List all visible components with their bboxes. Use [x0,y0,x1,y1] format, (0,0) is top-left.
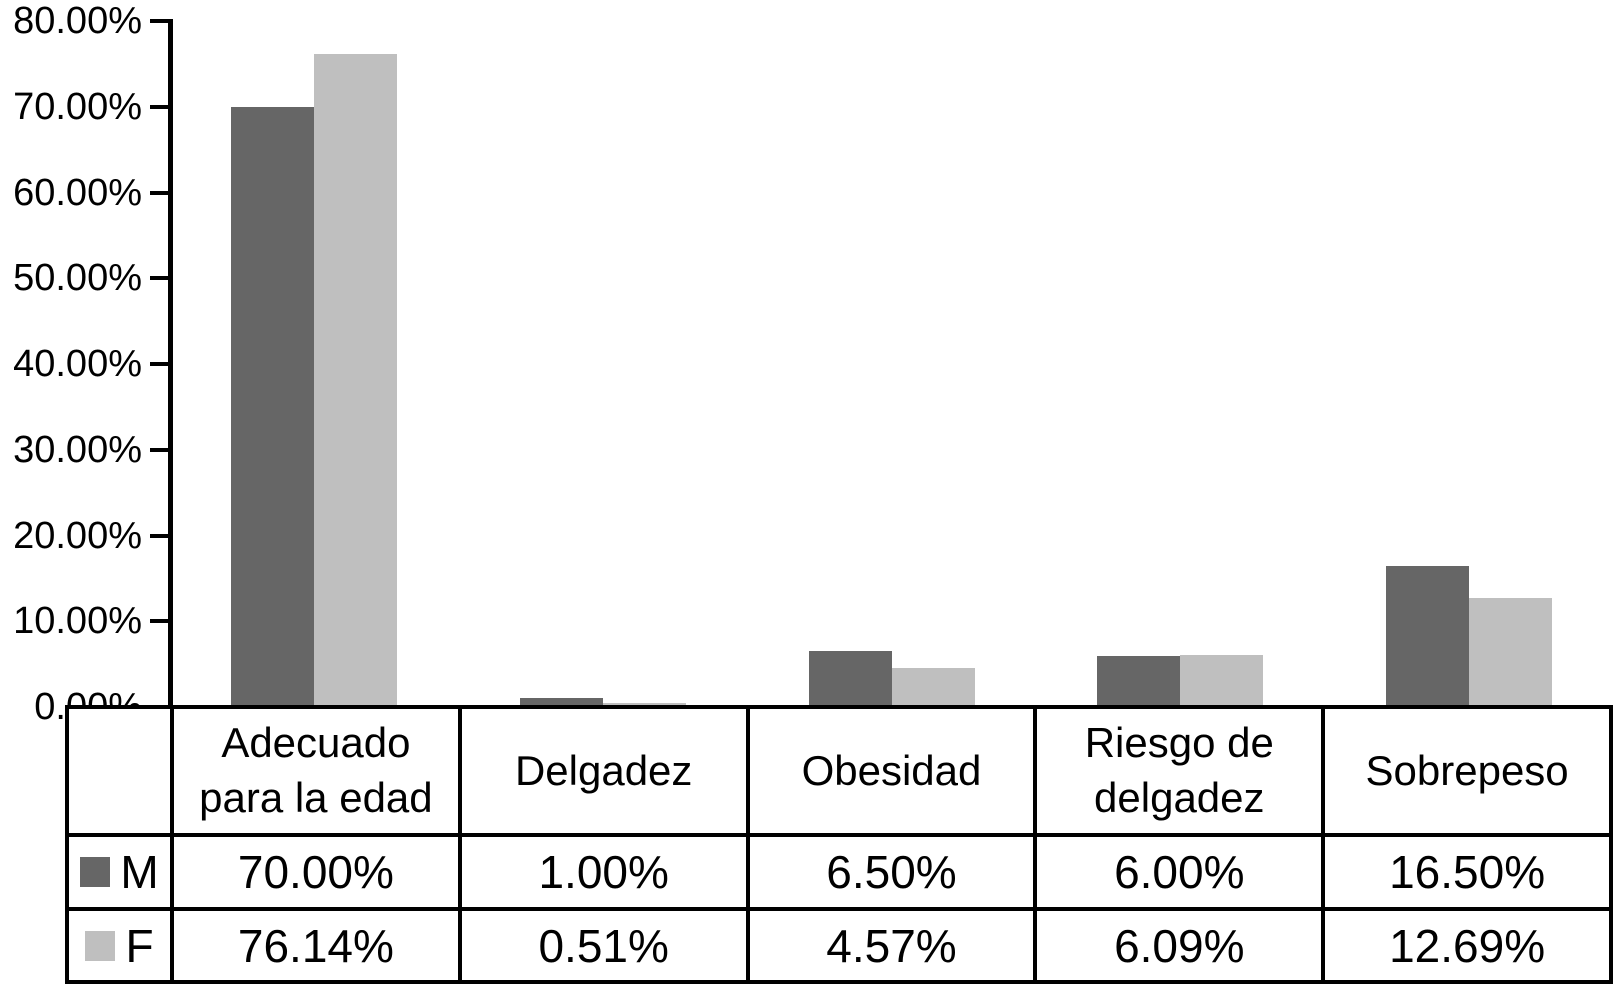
y-tick-label: 60.00% [13,171,142,214]
value-m-sobrepeso: 16.50% [1321,833,1613,911]
y-tick-label: 20.00% [13,514,142,557]
value-f-riesgo-de-delgadez: 6.09% [1033,907,1326,984]
legend-label-m: M [120,846,159,898]
legend-cell-m: M [65,833,174,911]
legend-swatch-m-icon [80,857,111,887]
value-m-delgadez: 1.00% [457,833,750,911]
bar-f-obesidad [892,668,975,707]
value-f-adecuado-para-la-edad: 76.14% [170,907,462,984]
table-corner-spacer [65,705,174,837]
category-label-adecuado-para-la-edad: Adecuado para la edad [170,705,462,837]
category-label-sobrepeso: Sobrepeso [1321,705,1613,837]
bar-f-riesgo-de-delgadez [1180,655,1263,707]
legend-label-f: F [125,919,154,972]
y-axis-line [168,19,173,710]
y-tick-label: 80.00% [13,0,142,42]
y-tick-mark [150,447,169,452]
category-label-riesgo-de-delgadez: Riesgo de delgadez [1033,705,1326,837]
y-tick-mark [150,104,169,109]
y-tick-label: 40.00% [13,343,142,385]
y-tick-label: 30.00% [13,428,142,471]
legend-swatch-f-icon [85,930,116,961]
bar-f-sobrepeso [1469,598,1552,707]
bar-m-sobrepeso [1386,566,1469,707]
data-table: Adecuado para la edad Delgadez Obesidad Rie… [65,705,1613,984]
bar-m-delgadez [520,698,603,707]
y-tick-label: 70.00% [13,85,142,128]
y-tick-mark [150,533,169,538]
value-m-adecuado-para-la-edad: 70.00% [170,833,462,911]
y-tick-mark [150,619,169,624]
y-tick-mark [150,190,169,195]
bar-m-riesgo-de-delgadez [1097,656,1180,707]
category-label-obesidad: Obesidad [745,705,1038,837]
bar-f-delgadez [603,703,686,707]
value-m-obesidad: 6.50% [745,833,1038,911]
y-tick-label: 10.00% [13,600,142,643]
table-row-f: F 76.14% 0.51% 4.57% 6.09% 12.69% [65,907,1613,984]
table-row-m: M 70.00% 1.00% 6.50% 6.00% 16.50% [65,833,1613,911]
y-tick-label: 50.00% [13,257,142,300]
value-f-obesidad: 4.57% [745,907,1038,984]
bar-m-obesidad [809,651,892,707]
value-f-delgadez: 0.51% [457,907,750,984]
bar-m-adecuado-para-la-edad [231,107,314,707]
y-tick-mark [150,362,169,366]
value-m-riesgo-de-delgadez: 6.00% [1033,833,1326,911]
category-label-delgadez: Delgadez [457,705,750,837]
legend-cell-f: F [65,907,174,984]
y-tick-mark [150,19,169,23]
value-f-sobrepeso: 12.69% [1321,907,1613,984]
bar-f-adecuado-para-la-edad [314,54,397,707]
y-tick-mark [150,276,169,281]
